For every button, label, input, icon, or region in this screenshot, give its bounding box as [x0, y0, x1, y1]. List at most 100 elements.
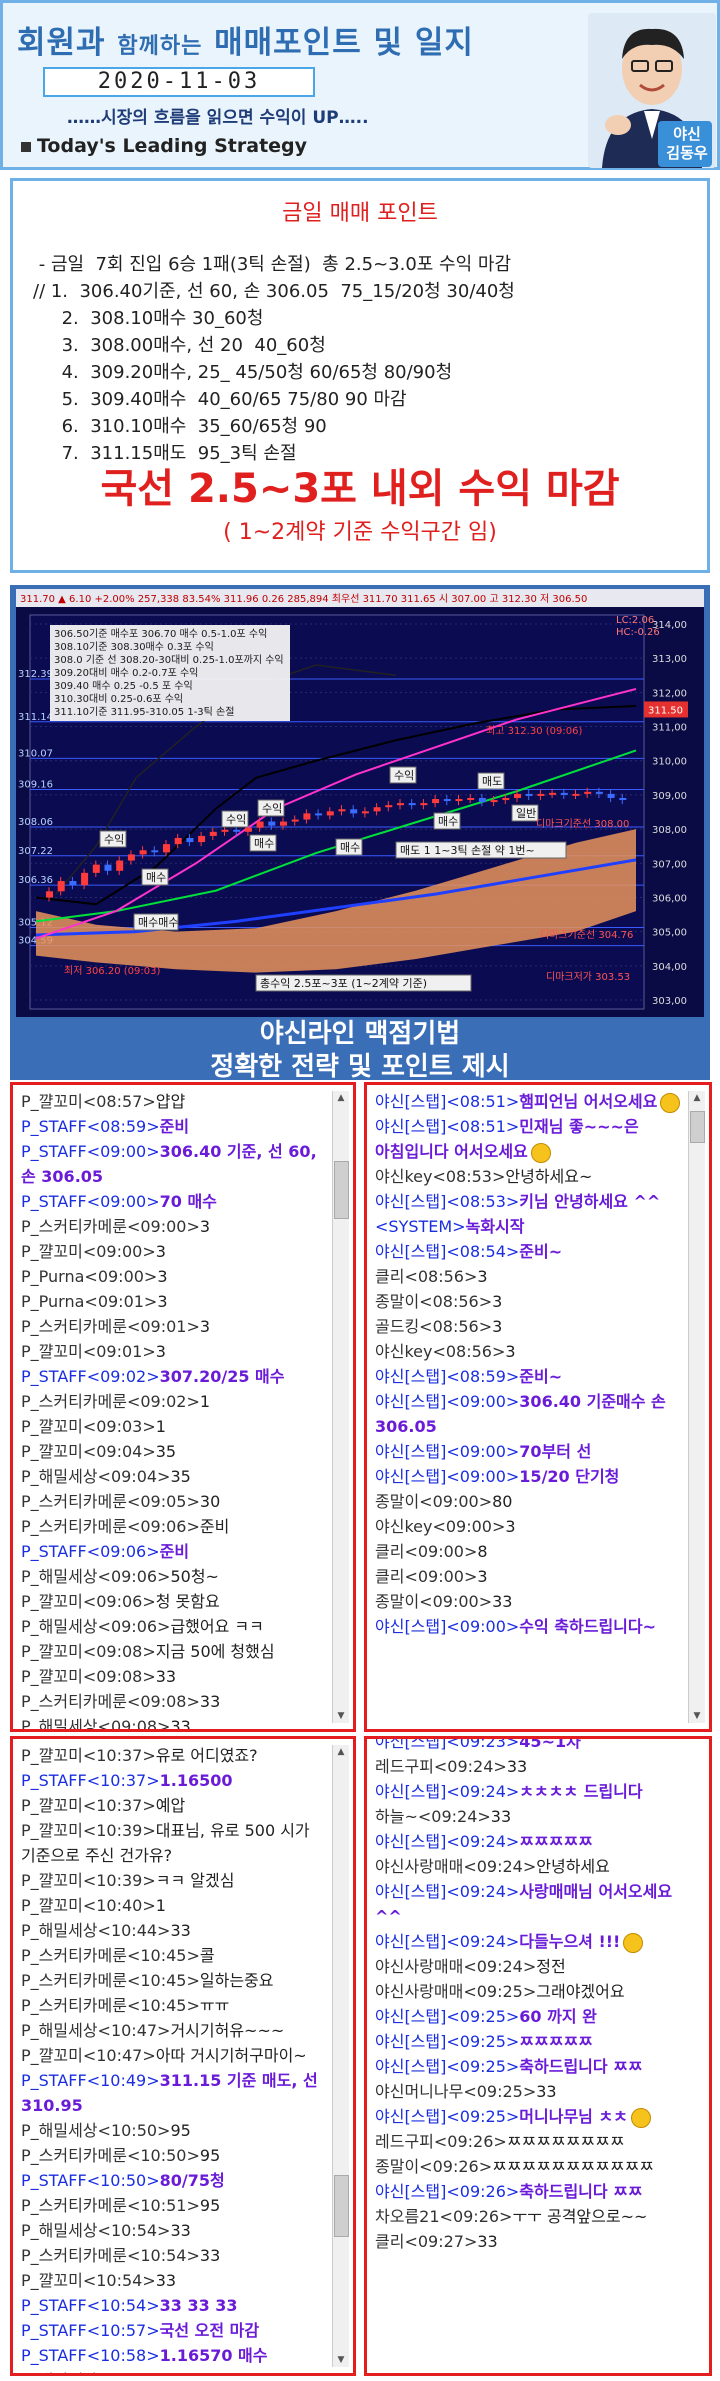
chat-message: P_꺌꼬미<09:08>지금 50에 청했심 [21, 1639, 327, 1664]
chat-time: <10:45> [126, 1996, 200, 2015]
emoticon-icon [630, 2107, 651, 2128]
scrollbar[interactable]: ▲ ▼ [332, 1091, 349, 1723]
chat-text: 35 [170, 1467, 191, 1486]
scrollbar[interactable]: ▲ ▼ [332, 1745, 349, 2367]
chat-nick: 클리 [375, 2232, 405, 2251]
chat-text: 3 [157, 1267, 168, 1286]
chat-text: 준비 [159, 1117, 190, 1136]
chat-panel-staff-am[interactable]: 야신[스탭]<08:51>햄피언님 어서오세요 야신[스탭]<08:51>민재님 … [364, 1082, 712, 1732]
scroll-thumb[interactable] [334, 2175, 349, 2237]
chat-message: P_Purna<09:00>3 [21, 1264, 327, 1289]
chat-nick: 레드구피 [375, 1757, 434, 1776]
label-ilban: 일반 [516, 806, 536, 820]
chat-message: 야신[스탭]<09:23>45~1차 [375, 1739, 683, 1754]
candle-body [373, 807, 381, 812]
chat-text: 3 [505, 1342, 516, 1361]
chat-text: 축하드립니다 ㅉㅉ [519, 2182, 643, 2201]
chat-text: 33 [170, 1717, 191, 1732]
chat-nick: 차오름21 [375, 2207, 440, 2226]
scroll-thumb[interactable] [690, 1111, 705, 1143]
chat-text: 33 [490, 1807, 512, 1826]
chat-panel-members-am[interactable]: P_꺌꼬미<08:57>얍얍 P_STAFF<08:59>준비 P_STAFF<09… [10, 1082, 356, 1732]
chat-nick: 야신[스탭] [375, 1617, 447, 1636]
chat-nick: P_STAFF [21, 1771, 87, 1790]
candle-body [198, 835, 206, 843]
chat-text: 사랑매매님 어서오세요 ^^ [375, 1882, 673, 1926]
scroll-up-icon[interactable]: ▲ [337, 1747, 345, 1757]
chat-time: <10:50> [97, 2121, 171, 2140]
chat-time: <09:08> [82, 1667, 156, 1686]
scroll-down-icon[interactable]: ▼ [337, 1711, 345, 1721]
chat-time: <09:24> [433, 1757, 507, 1776]
chat-text: 33 [170, 1921, 191, 1940]
scrollbar[interactable]: ▲ ▼ [688, 1091, 705, 1723]
chat-panel-members-late[interactable]: P_꺌꼬미<10:37>유로 어디였죠? P_STAFF<10:37>1.1650… [10, 1736, 356, 2376]
chat-nick: 야신[스탭] [375, 2107, 447, 2126]
chat-time: <09:00> [446, 1392, 520, 1411]
chat-time: <08:56> [419, 1317, 493, 1336]
y-tick-label: 304,00 [652, 962, 687, 973]
label-lc: LC:2.06 [616, 615, 654, 626]
candle-body [525, 793, 533, 796]
chat-message: P_STAFF<10:57>국선 오전 마감 [21, 2318, 327, 2343]
price-chart: 311.70 ▲ 6.10 +2.00% 257,338 83.54% 311.… [16, 589, 704, 1017]
chat-message: 야신[스탭]<09:00>306.40 기준매수 손 306.05 [375, 1389, 683, 1439]
label-maesu: 매수 [146, 871, 166, 884]
label-suik: 수익 [394, 769, 414, 782]
chat-nick: 야신사랑매매 [375, 1982, 464, 2001]
y-tick-label: 307,00 [652, 859, 687, 870]
y-tick-label: 313,00 [652, 654, 687, 665]
points-subnote: ( 1~2계약 기준 수익구간 임) [223, 520, 497, 545]
chat-nick: P_해밀세상 [21, 1467, 98, 1486]
chat-log: P_꺌꼬미<08:57>얍얍 P_STAFF<08:59>준비 P_STAFF<09… [21, 1089, 327, 1732]
scroll-up-icon[interactable]: ▲ [337, 1093, 345, 1103]
chat-nick: 야신[스탭] [375, 1467, 447, 1486]
chat-nick: P_스커티카메룬 [21, 2146, 127, 2165]
chat-message: P_스커티카메룬<10:51>95 [21, 2193, 327, 2218]
avatar-badge-line1: 야신 [673, 125, 701, 143]
chat-message: P_해밀세상<10:44>33 [21, 1918, 327, 1943]
chat-message: P_스커티카메룬<09:08>33 [21, 1689, 327, 1714]
candle-body [81, 872, 89, 886]
chat-time: <09:00> [86, 1142, 160, 1161]
chat-text: 306.40 기준, 선 60, 손 306.05 [21, 1142, 317, 1186]
points-list: - 금일 7회 진입 6승 1패(3틱 손절) 총 2.5~3.0포 수익 마감… [33, 251, 515, 467]
chat-text: 15/20 단기청 [519, 1467, 620, 1486]
chat-time: <10:54> [97, 2221, 171, 2240]
chat-text: 축하드립니다 ㅉㅉ [519, 2057, 643, 2076]
chat-text: 지금 50에 청했심 [155, 1642, 275, 1661]
points-line: // 1. 306.40기준, 선 60, 손 306.05 75_15/20청… [33, 281, 515, 302]
chat-time: <08:57> [82, 1092, 156, 1111]
scroll-thumb[interactable] [334, 1161, 349, 1219]
chat-time: <09:01> [126, 1317, 200, 1336]
chat-text: 8 [477, 1542, 488, 1561]
chat-message: P_스커티카메룬<10:50>95 [21, 2143, 327, 2168]
candle-body [514, 793, 521, 798]
chat-message: P_해밀세상<11:00>1 [21, 2368, 327, 2373]
scroll-up-icon[interactable]: ▲ [693, 1093, 701, 1103]
chat-message: P_꺌꼬미<10:54>33 [21, 2268, 327, 2293]
chat-nick: P_STAFF [21, 2321, 87, 2340]
scroll-down-icon[interactable]: ▼ [337, 2355, 345, 2365]
chat-nick: P_꺌꼬미 [21, 1796, 83, 1815]
label-maesu-bg [433, 812, 461, 830]
candle-body [338, 809, 346, 812]
y-tick-label: 303,00 [652, 996, 687, 1007]
points-line: 7. 311.15매도 95_3틱 손절 [33, 443, 297, 464]
candle-body [455, 799, 463, 802]
label-maesu-bg [141, 868, 169, 886]
strategy-heading: Today's Leading Strategy [21, 135, 307, 157]
chat-message: 종말이<09:26>ㅉㅉㅉㅉㅉㅉㅉㅉㅉㅉㅉ [375, 2154, 683, 2179]
chat-text: 33 [536, 2082, 557, 2101]
chat-message: 야신[스탭]<09:24>사랑매매님 어서오세요 ^^ [375, 1879, 683, 1929]
chat-text: ㅋㅋ 알겠심 [155, 1871, 235, 1890]
scroll-down-icon[interactable]: ▼ [693, 1711, 701, 1721]
chat-nick: P_스커티카메룬 [21, 1217, 127, 1236]
chat-text: 95 [199, 2196, 221, 2215]
chat-text: ㅉㅉㅉㅉㅉ [519, 1832, 593, 1851]
candle-body [537, 793, 545, 796]
chat-nick: 클리 [375, 1567, 405, 1586]
chat-nick: 야신key [375, 1517, 433, 1536]
chat-text: ㅊㅊㅊㅊ 드립니다 [519, 1782, 643, 1801]
